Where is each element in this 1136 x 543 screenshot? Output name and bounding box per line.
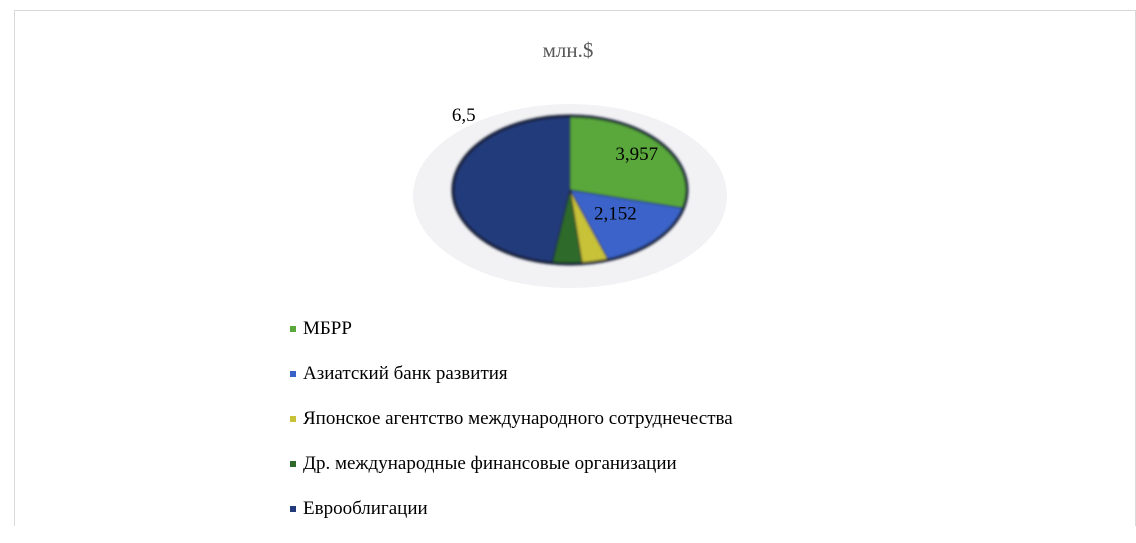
chart-legend: МБРР Азиатский банк развития Японское аген…	[290, 318, 733, 543]
legend-label: Японское агентство международного сотруд…	[303, 408, 733, 429]
pie-data-label: 2,152	[594, 204, 637, 225]
legend-label: Азиатский банк развития	[303, 363, 508, 384]
legend-swatch	[290, 371, 296, 377]
legend-swatch	[290, 326, 296, 332]
pie-edge	[451, 114, 689, 266]
legend-item: Азиатский банк развития	[290, 363, 733, 385]
pie-data-label: 6,5	[452, 105, 476, 126]
pie-slices	[451, 114, 689, 266]
legend-label: МБРР	[303, 318, 352, 339]
legend-label: Еврооблигации	[303, 498, 428, 519]
pie-data-label: 3,957	[615, 144, 658, 165]
legend-swatch	[290, 506, 296, 512]
pie-data-label: 0,5	[594, 304, 618, 306]
legend-swatch	[290, 461, 296, 467]
legend-item: Др. международные финансовые организации	[290, 453, 733, 475]
legend-item: МБРР	[290, 318, 733, 340]
legend-item: Японское агентство международного сотруд…	[290, 408, 733, 430]
legend-item: Еврооблигации	[290, 498, 733, 520]
chart-title: млн.$	[542, 38, 594, 62]
legend-label: Др. международные финансовые организации	[303, 453, 677, 474]
legend-swatch	[290, 416, 296, 422]
